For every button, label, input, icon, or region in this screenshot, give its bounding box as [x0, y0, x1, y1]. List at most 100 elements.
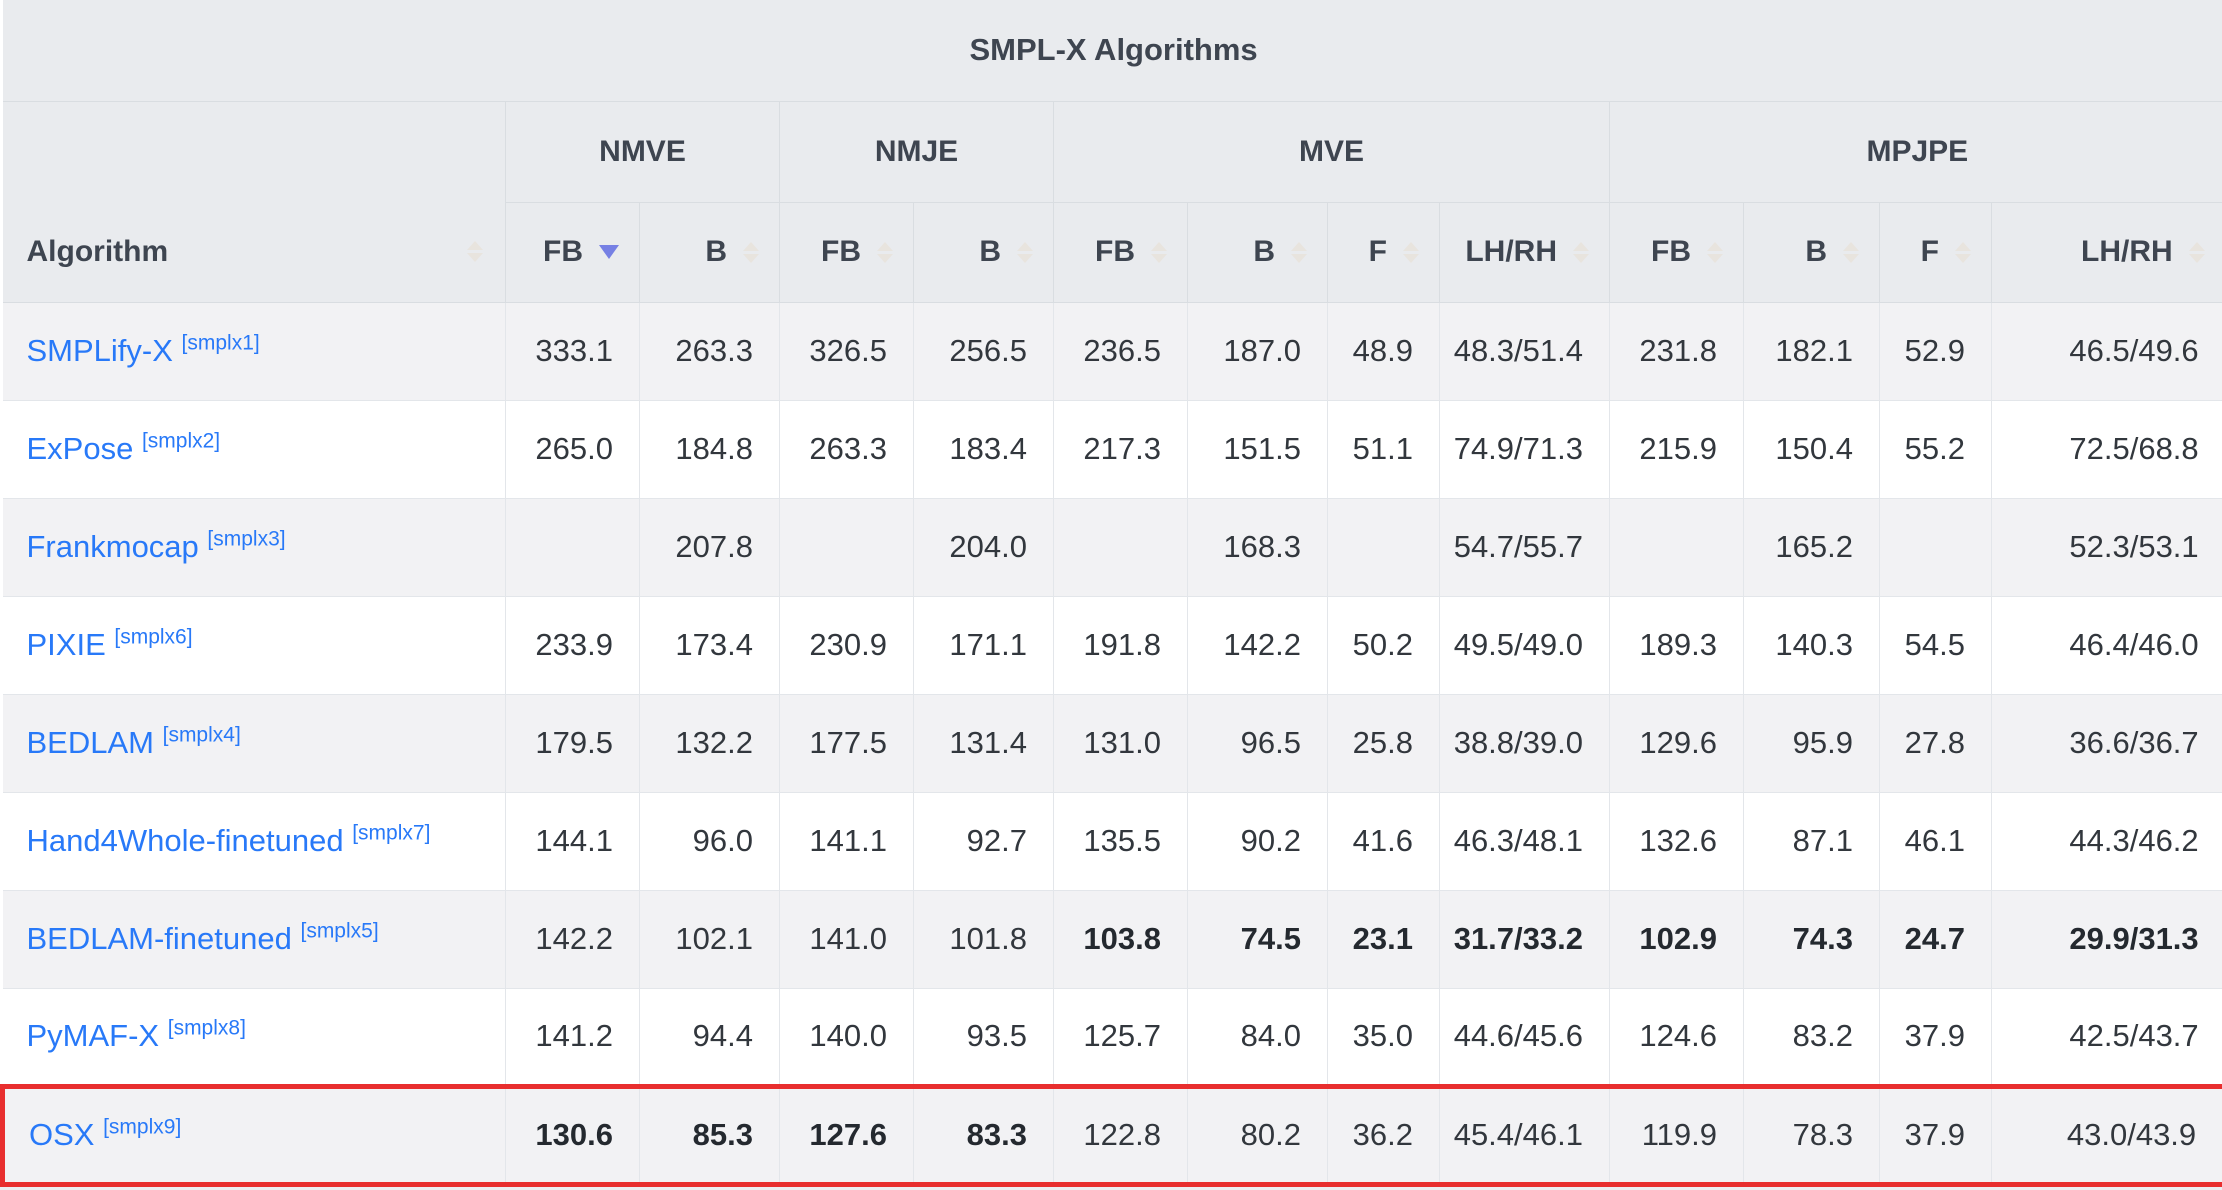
algorithm-name-cell: PIXIE [smplx6]	[2, 595, 506, 694]
metric-cell: 72.5/68.8	[1990, 399, 2222, 498]
column-header-mpjpe-f[interactable]: F	[1879, 202, 1992, 303]
column-header-mve-lh-rh[interactable]: LH/RH	[1439, 202, 1610, 303]
table-row-expose: ExPose [smplx2] 265.0 184.8 263.3 183.4 217.3…	[2, 399, 2222, 498]
metric-cell: 140.3	[1743, 595, 1880, 694]
metric-cell: 168.3	[1187, 497, 1328, 596]
citation-ref[interactable]: [smplx4]	[162, 723, 241, 747]
citation-ref[interactable]: [smplx6]	[114, 625, 193, 649]
metric-cell: 173.4	[639, 595, 780, 694]
metric-cell	[779, 497, 914, 596]
metric-cell: 233.9	[505, 595, 640, 694]
table-title: SMPL-X Algorithms	[2, 0, 2222, 102]
group-header-mpjpe: MPJPE	[1608, 101, 2222, 203]
algorithm-link[interactable]: ExPose [smplx2]	[26, 429, 221, 466]
algorithm-link[interactable]: SMPLify-X [smplx1]	[26, 331, 260, 368]
algorithm-name-cell: Frankmocap [smplx3]	[2, 497, 506, 596]
metric-cell: 151.5	[1187, 399, 1328, 498]
sort-arrows-icon	[1843, 241, 1859, 263]
metric-cell: 42.5/43.7	[1990, 987, 2222, 1086]
column-header-mve-fb[interactable]: FB	[1053, 202, 1188, 303]
column-header-mve-b[interactable]: B	[1187, 202, 1328, 303]
metric-cell: 94.4	[639, 987, 780, 1086]
citation-ref[interactable]: [smplx9]	[103, 1115, 182, 1139]
algorithm-link[interactable]: BEDLAM [smplx4]	[26, 723, 241, 760]
metric-cell: 103.8	[1053, 889, 1188, 988]
algorithm-link[interactable]: OSX [smplx9]	[29, 1115, 182, 1152]
column-header-mpjpe-b[interactable]: B	[1743, 202, 1880, 303]
metric-cell: 55.2	[1879, 399, 1992, 498]
metric-cell: 80.2	[1187, 1083, 1328, 1187]
table-row-bedlam: BEDLAM [smplx4] 179.5 132.2 177.5 131.4 131.0…	[2, 693, 2222, 792]
metric-cell	[1053, 497, 1188, 596]
column-header-mve-f[interactable]: F	[1327, 202, 1440, 303]
group-header-nmje: NMJE	[779, 101, 1054, 203]
column-header-mpjpe-lh-rh[interactable]: LH/RH	[1990, 202, 2222, 303]
metric-cell: 74.5	[1187, 889, 1328, 988]
column-header-nmje-b[interactable]: B	[913, 202, 1054, 303]
column-label: B	[1253, 235, 1275, 268]
table-row-bedlam-finetuned: BEDLAM-finetuned [smplx5] 142.2 102.1 141.0…	[2, 889, 2222, 988]
metric-cell: 37.9	[1879, 987, 1992, 1086]
metric-cell: 142.2	[1187, 595, 1328, 694]
metric-cell: 141.0	[779, 889, 914, 988]
metric-cell: 263.3	[639, 301, 780, 400]
sort-arrows-icon	[1017, 241, 1033, 263]
metric-cell: 96.0	[639, 791, 780, 890]
sort-arrows-icon	[1707, 241, 1723, 263]
metric-cell: 102.1	[639, 889, 780, 988]
table-bottom-edge	[0, 1186, 2222, 1190]
sort-arrows-icon	[1955, 241, 1971, 263]
column-header-nmje-fb[interactable]: FB	[779, 202, 914, 303]
algorithm-link[interactable]: Hand4Whole-finetuned [smplx7]	[26, 821, 431, 858]
citation-ref[interactable]: [smplx5]	[300, 919, 379, 943]
algorithm-link[interactable]: BEDLAM-finetuned [smplx5]	[26, 919, 379, 956]
column-label: B	[705, 235, 727, 268]
algorithm-name-cell: Hand4Whole-finetuned [smplx7]	[2, 791, 506, 890]
metric-cell: 43.0/43.9	[1990, 1083, 2222, 1187]
metric-cell: 38.8/39.0	[1439, 693, 1610, 792]
sort-arrows-icon	[2188, 241, 2205, 263]
metric-cell: 92.7	[913, 791, 1054, 890]
column-header-mpjpe-fb[interactable]: FB	[1609, 202, 1744, 303]
metric-cell: 129.6	[1609, 693, 1744, 792]
algorithm-link[interactable]: PyMAF-X [smplx8]	[26, 1016, 246, 1053]
column-header-nmve-b[interactable]: B	[639, 202, 780, 303]
sort-arrows-icon	[877, 241, 893, 263]
citation-ref[interactable]: [smplx8]	[167, 1016, 246, 1040]
table-row-hand4whole-finetuned: Hand4Whole-finetuned [smplx7] 144.1 96.0 14…	[2, 791, 2222, 890]
metric-cell: 130.6	[505, 1083, 640, 1187]
metric-cell: 74.9/71.3	[1439, 399, 1610, 498]
metric-cell: 124.6	[1609, 987, 1744, 1086]
metric-cell	[1609, 497, 1744, 596]
metric-cell: 184.8	[639, 399, 780, 498]
citation-ref[interactable]: [smplx3]	[207, 527, 286, 551]
algorithm-link[interactable]: Frankmocap [smplx3]	[26, 527, 286, 564]
column-label: B	[979, 235, 1001, 268]
sort-arrows-icon	[1151, 241, 1167, 263]
algorithm-link[interactable]: PIXIE [smplx6]	[26, 625, 193, 662]
metric-cell: 25.8	[1327, 693, 1440, 792]
algorithm-name-cell: OSX [smplx9]	[0, 1083, 506, 1187]
metric-cell: 236.5	[1053, 301, 1188, 400]
metric-cell: 125.7	[1053, 987, 1188, 1086]
metric-cell: 44.3/46.2	[1990, 791, 2222, 890]
metric-cell: 333.1	[505, 301, 640, 400]
metric-cell: 23.1	[1327, 889, 1440, 988]
column-label: LH/RH	[2081, 235, 2173, 268]
algorithm-name-cell: ExPose [smplx2]	[2, 399, 506, 498]
metric-cell: 141.1	[779, 791, 914, 890]
column-label: LH/RH	[1465, 235, 1557, 268]
citation-ref[interactable]: [smplx1]	[181, 331, 260, 355]
sort-arrows-icon	[1573, 241, 1589, 263]
citation-ref[interactable]: [smplx7]	[352, 821, 431, 845]
metric-cell: 182.1	[1743, 301, 1880, 400]
metric-cell: 74.3	[1743, 889, 1880, 988]
metric-cell: 35.0	[1327, 987, 1440, 1086]
metric-cell: 24.7	[1879, 889, 1992, 988]
citation-ref[interactable]: [smplx2]	[141, 429, 221, 453]
algorithm-column-header[interactable]: Algorithm	[2, 101, 506, 303]
algorithm-name-cell: SMPLify-X [smplx1]	[2, 301, 506, 400]
column-header-nmve-fb[interactable]: FB	[505, 202, 640, 303]
metric-cell	[1327, 497, 1440, 596]
